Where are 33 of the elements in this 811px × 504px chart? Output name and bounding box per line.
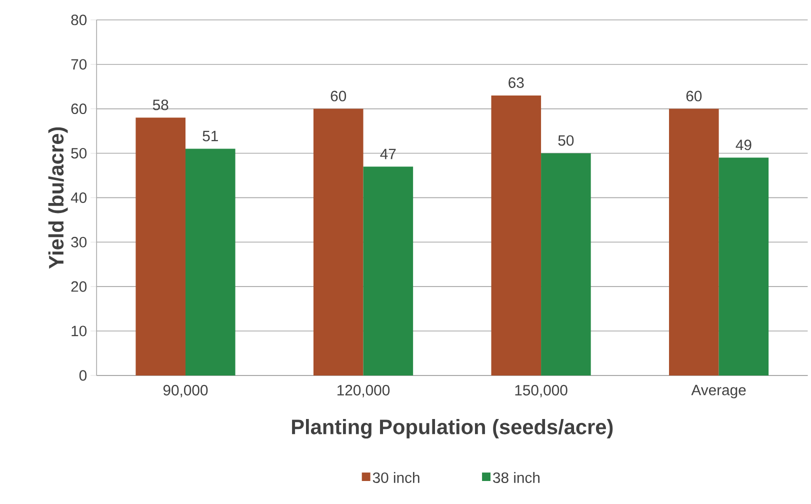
y-tick-label: 0 bbox=[79, 370, 87, 381]
data-label: 63 bbox=[508, 77, 524, 88]
bar bbox=[363, 166, 414, 376]
bar bbox=[541, 153, 591, 376]
data-label: 58 bbox=[152, 100, 168, 110]
y-tick-label: 10 bbox=[72, 326, 87, 336]
data-label: 49 bbox=[736, 140, 752, 150]
x-tick-label: 120,000 bbox=[338, 384, 390, 398]
y-tick-label: 50 bbox=[71, 148, 87, 159]
legend-label: 38 inch bbox=[493, 472, 540, 484]
bar bbox=[313, 108, 364, 376]
data-label: 47 bbox=[380, 148, 396, 160]
x-tick-label: Average bbox=[691, 384, 746, 398]
y-axis-title: Yield (bu/acre) bbox=[48, 127, 68, 269]
bar bbox=[136, 118, 186, 376]
data-label: 50 bbox=[558, 135, 574, 146]
data-label: 51 bbox=[202, 130, 218, 142]
y-tick-label: 80 bbox=[71, 14, 87, 26]
y-tick-label: 40 bbox=[70, 192, 87, 203]
bar bbox=[669, 108, 719, 376]
y-tick-label: 20 bbox=[71, 281, 87, 292]
y-tick-label: 70 bbox=[71, 59, 87, 70]
bar bbox=[491, 95, 542, 376]
bar bbox=[718, 158, 769, 376]
x-tick-label: 90,000 bbox=[163, 384, 208, 398]
x-tick-label: 150,000 bbox=[515, 384, 568, 398]
y-tick-label: 30 bbox=[71, 236, 87, 248]
data-label: 60 bbox=[330, 90, 346, 102]
y-tick-label: 60 bbox=[71, 104, 87, 114]
data-label: 60 bbox=[686, 90, 702, 102]
x-axis-title: Planting Population (seeds/acre) bbox=[292, 419, 613, 439]
bar bbox=[185, 148, 236, 376]
legend-label: 30 inch bbox=[372, 472, 420, 484]
